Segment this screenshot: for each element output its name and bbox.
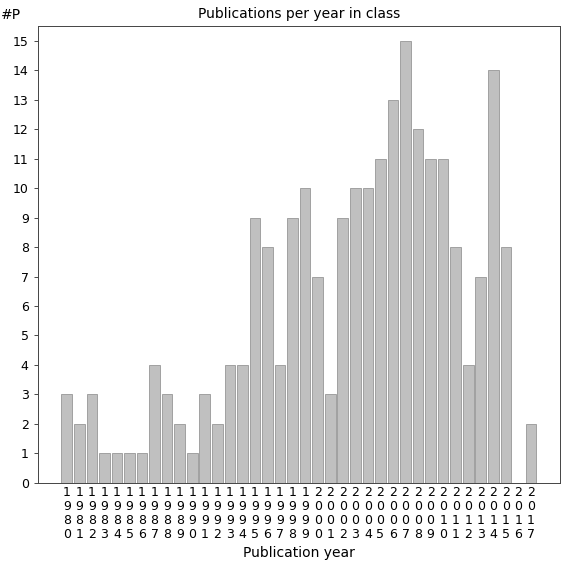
Bar <box>450 247 461 483</box>
Bar <box>187 453 197 483</box>
Bar <box>200 395 210 483</box>
Bar <box>124 453 135 483</box>
Bar <box>463 365 473 483</box>
Bar <box>287 218 298 483</box>
Bar <box>249 218 260 483</box>
Bar <box>488 70 498 483</box>
Bar <box>99 453 110 483</box>
Bar <box>300 188 311 483</box>
Bar <box>87 395 97 483</box>
Bar <box>438 159 448 483</box>
Bar <box>112 453 122 483</box>
Bar <box>476 277 486 483</box>
Bar <box>425 159 436 483</box>
Bar <box>162 395 172 483</box>
Bar <box>225 365 235 483</box>
Bar <box>362 188 373 483</box>
Bar <box>175 424 185 483</box>
Bar <box>501 247 511 483</box>
Bar <box>61 395 72 483</box>
Bar <box>350 188 361 483</box>
Bar <box>400 41 411 483</box>
Bar <box>526 424 536 483</box>
Bar <box>74 424 84 483</box>
Bar <box>137 453 147 483</box>
X-axis label: Publication year: Publication year <box>243 546 355 560</box>
Bar <box>375 159 386 483</box>
Bar <box>312 277 323 483</box>
Bar <box>275 365 285 483</box>
Bar <box>388 100 398 483</box>
Bar <box>325 395 336 483</box>
Bar <box>262 247 273 483</box>
Title: Publications per year in class: Publications per year in class <box>198 7 400 21</box>
Bar <box>149 365 160 483</box>
Bar <box>212 424 223 483</box>
Bar <box>237 365 248 483</box>
Text: #P: #P <box>1 8 22 22</box>
Bar <box>337 218 348 483</box>
Bar <box>413 129 424 483</box>
